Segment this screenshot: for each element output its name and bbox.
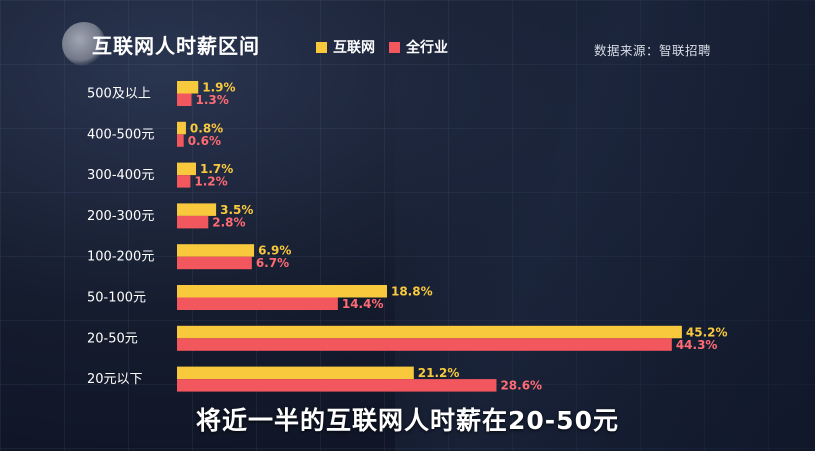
chart-title: 互联网人时薪区间 <box>92 34 260 58</box>
legend-item-internet: 互联网 <box>316 37 375 57</box>
data-label-all-industry: 2.8% <box>212 215 245 229</box>
data-label-internet: 1.7% <box>200 162 233 176</box>
caption-subtitle: 将近一半的互联网人时薪在20-50元 <box>196 406 619 435</box>
moon-decoration <box>62 22 106 66</box>
bar-internet <box>177 244 255 257</box>
legend: 互联网 全行业 <box>316 37 448 57</box>
legend-swatch-internet <box>316 41 327 53</box>
category-label: 100-200元 <box>87 250 154 265</box>
category-label: 500及以上 <box>87 87 151 102</box>
bar-all-industry <box>177 134 184 147</box>
data-label-internet: 1.9% <box>202 81 235 95</box>
category-label: 20-50元 <box>87 331 138 346</box>
data-label-all-industry: 6.7% <box>256 256 289 270</box>
data-label-all-industry: 14.4% <box>342 297 384 311</box>
data-label-internet: 18.8% <box>391 285 433 299</box>
category-label: 50-100元 <box>87 291 146 306</box>
bar-all-industry <box>177 379 497 392</box>
category-label: 20元以下 <box>87 372 143 387</box>
bar-internet <box>177 121 186 135</box>
bar-internet <box>177 203 217 216</box>
data-label-all-industry: 1.3% <box>196 93 229 107</box>
data-label-all-industry: 1.2% <box>194 175 227 189</box>
legend-label-all-industry: 全行业 <box>406 40 448 56</box>
data-label-all-industry: 44.3% <box>676 338 718 352</box>
data-source: 数据来源：智联招聘 <box>594 43 712 58</box>
data-label-internet: 3.5% <box>220 203 253 217</box>
category-label: 300-400元 <box>87 168 154 183</box>
bar-all-industry <box>177 93 192 106</box>
bar-internet <box>177 366 414 380</box>
bar-internet <box>177 81 199 94</box>
category-label: 400-500元 <box>87 127 154 142</box>
category-label: 200-300元 <box>87 209 154 224</box>
bar-all-industry <box>177 297 338 310</box>
bar-internet <box>177 162 196 176</box>
bar-internet <box>177 325 682 339</box>
legend-label-internet: 互联网 <box>333 40 375 56</box>
data-label-internet: 6.9% <box>258 244 291 258</box>
bar-all-industry <box>177 338 672 351</box>
data-label-internet: 0.8% <box>190 121 223 135</box>
bar-all-industry <box>177 256 252 270</box>
bar-internet <box>177 285 387 298</box>
data-label-all-industry: 28.6% <box>500 379 542 393</box>
data-label-internet: 45.2% <box>686 325 728 339</box>
bar-all-industry <box>177 215 209 229</box>
bar-all-industry <box>177 175 191 188</box>
legend-item-all-industry: 全行业 <box>389 37 448 57</box>
data-label-internet: 21.2% <box>418 366 460 380</box>
legend-swatch-all-industry <box>389 41 400 53</box>
data-label-all-industry: 0.6% <box>188 134 221 148</box>
